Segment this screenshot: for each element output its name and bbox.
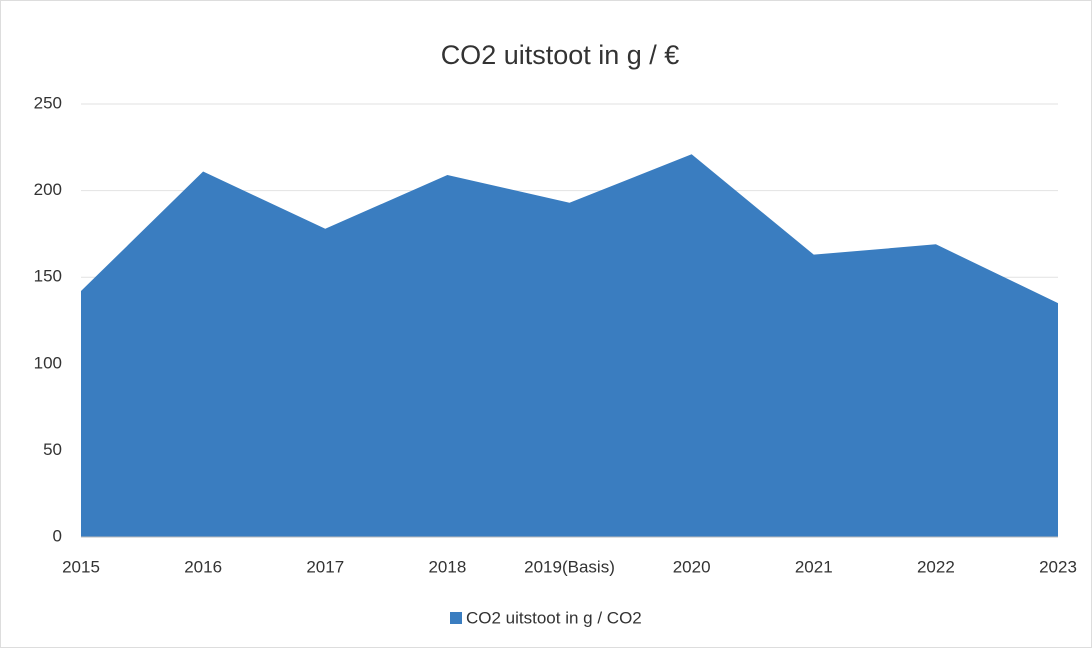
y-tick-label: 0 (53, 526, 62, 545)
x-tick-label: 2022 (917, 557, 955, 576)
legend-label: CO2 uitstoot in g / CO2 (466, 608, 642, 627)
x-tick-label: 2015 (62, 557, 100, 576)
x-tick-label: 2021 (795, 557, 833, 576)
area (81, 154, 1058, 537)
x-tick-label: 2023 (1039, 557, 1077, 576)
legend-swatch (450, 612, 462, 624)
y-tick-label: 200 (34, 180, 62, 199)
y-tick-label: 50 (43, 440, 62, 459)
x-tick-label: 2018 (428, 557, 466, 576)
x-tick-label: 2017 (306, 557, 344, 576)
y-tick-label: 150 (34, 267, 62, 286)
y-tick-label: 250 (34, 93, 62, 112)
y-tick-label: 100 (34, 353, 62, 372)
x-tick-label: 2016 (184, 557, 222, 576)
chart-title: CO2 uitstoot in g / € (441, 40, 680, 70)
x-tick-label: 2020 (673, 557, 711, 576)
x-tick-label: 2019(Basis) (524, 557, 615, 576)
